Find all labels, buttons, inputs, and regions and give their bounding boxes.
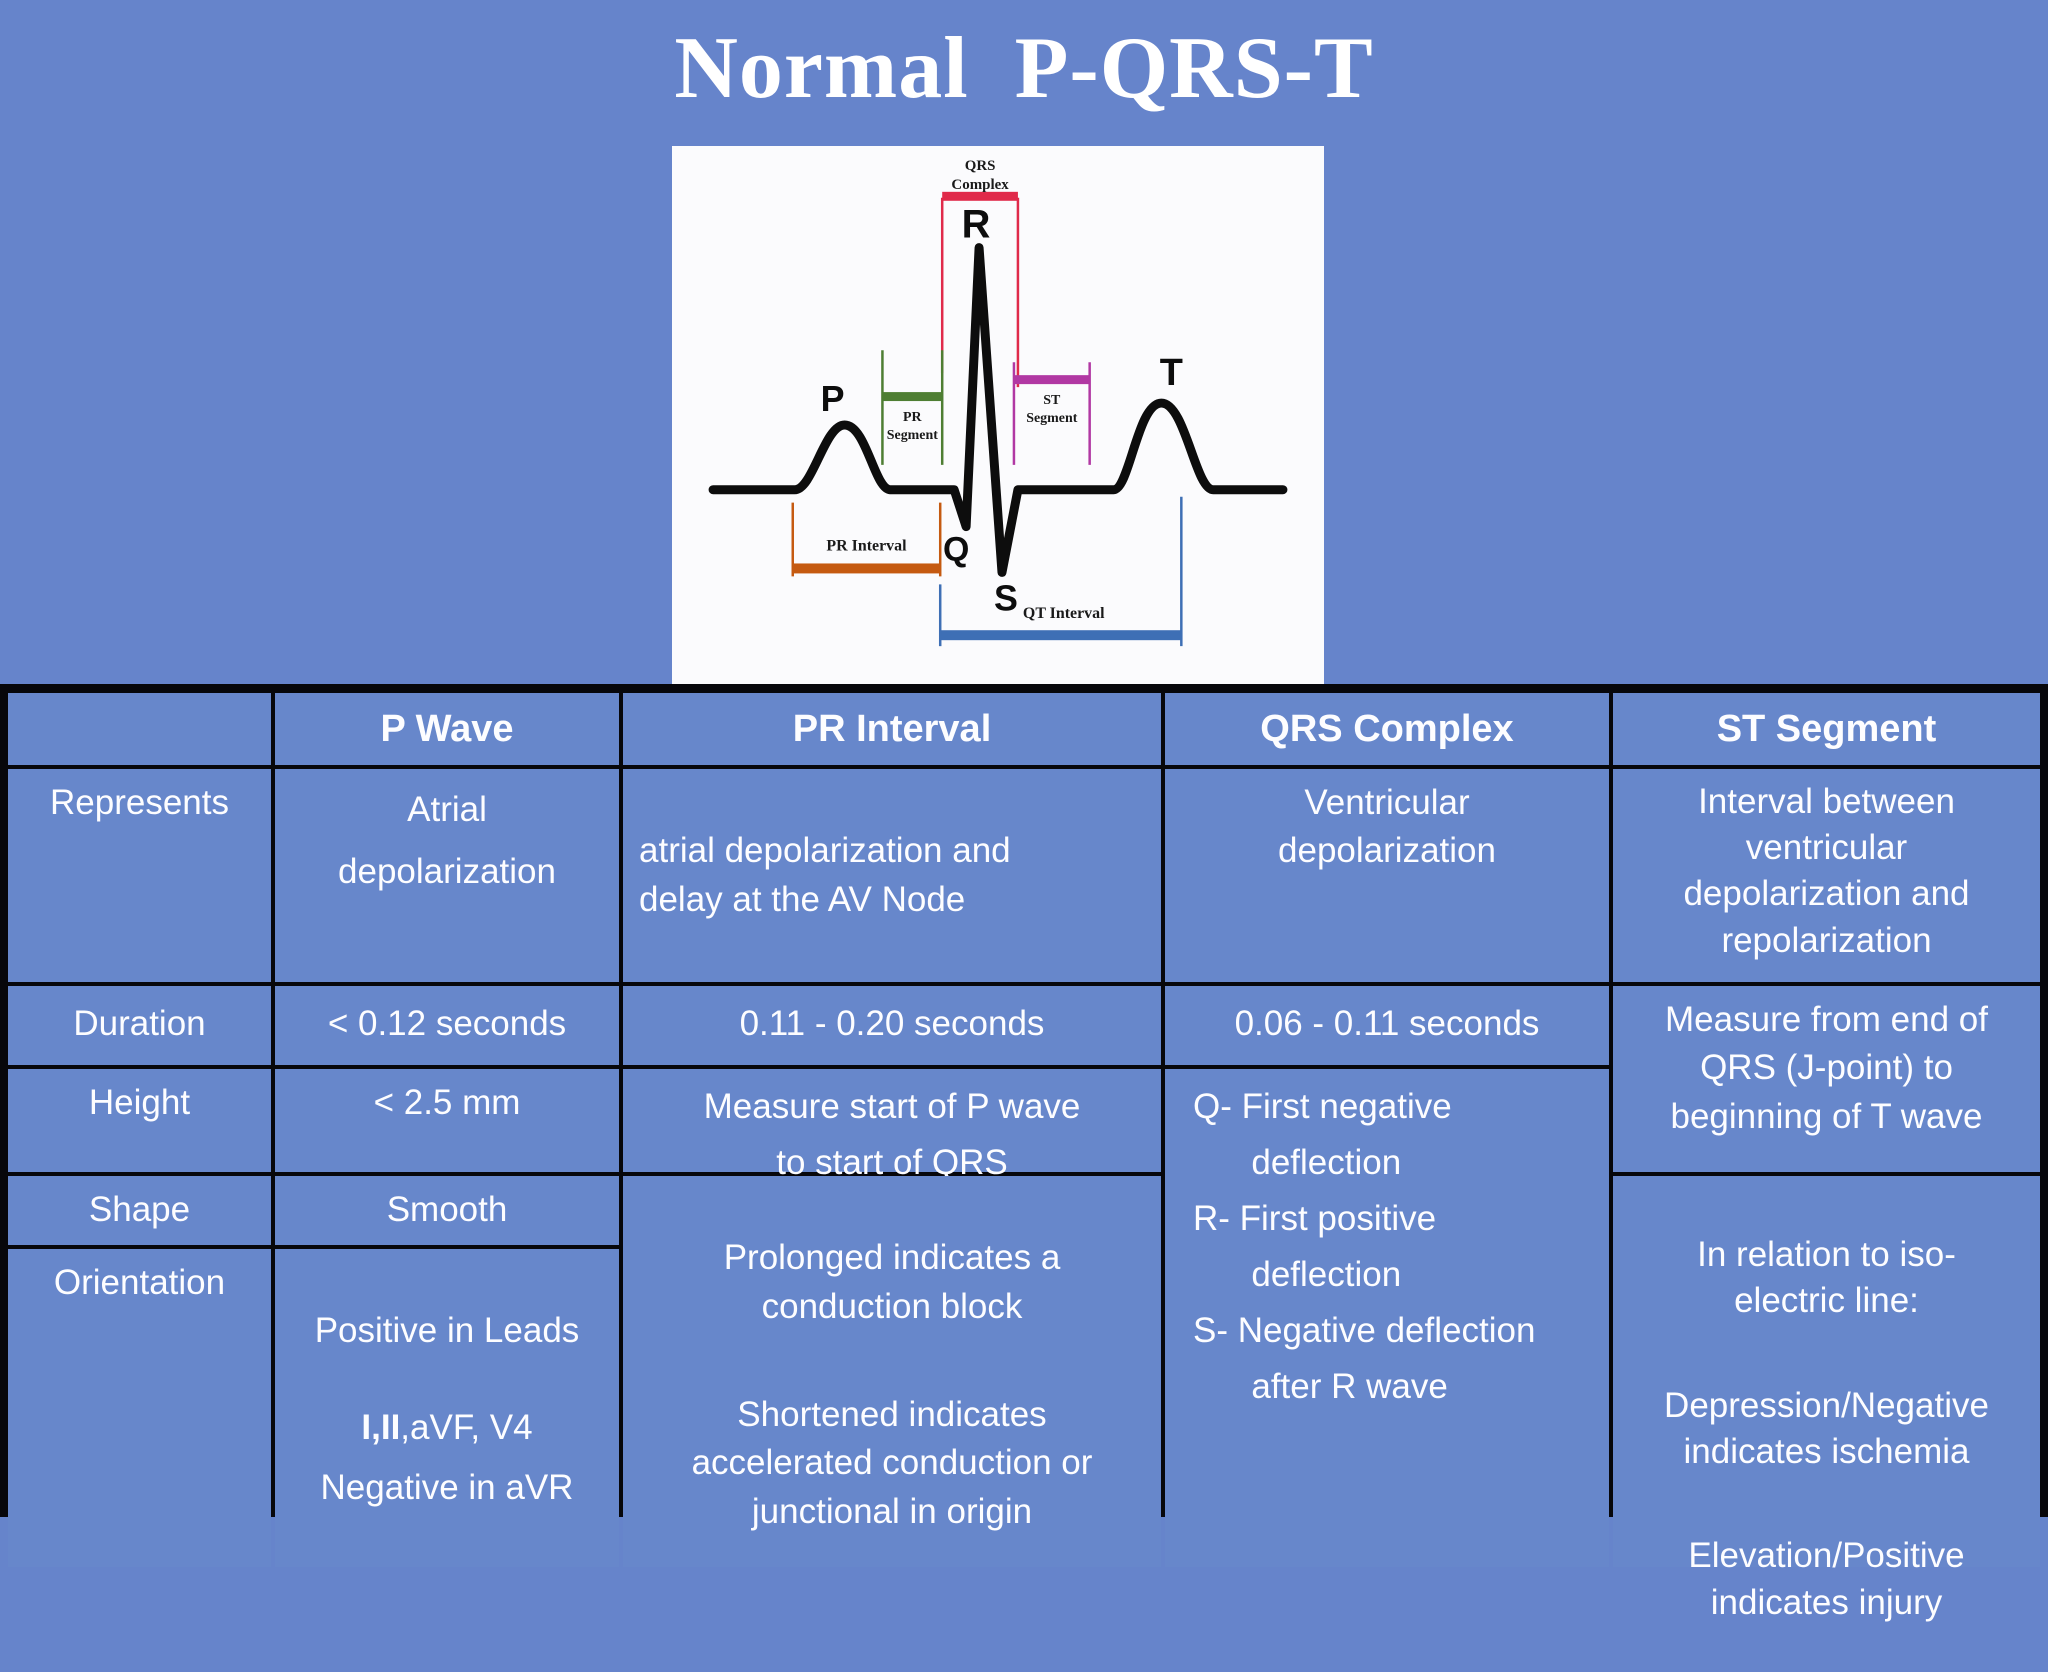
cell-qrs-represents: Ventricular depolarization (1165, 769, 1609, 982)
st-segment-bar (1013, 375, 1090, 385)
row-label-represents: Represents (8, 769, 271, 982)
pr-segment-label: PR (903, 410, 923, 425)
header-blank (8, 693, 271, 765)
qrs-complex-label: QRS (965, 158, 996, 174)
qt-interval-label: QT Interval (1023, 605, 1105, 622)
cell-p-shape: Smooth (275, 1176, 619, 1245)
header-st-segment: ST Segment (1613, 693, 2040, 765)
cell-p-orientation-leads: I,II,aVF, V4 (361, 1408, 532, 1447)
slide-background: Normal P-QRS-T QRS Complex PR Segment ST… (0, 20, 2048, 1622)
pr-segment-bar (882, 392, 943, 402)
header-qrs-complex: QRS Complex (1165, 693, 1609, 765)
cell-qrs-deflections: Q- First negative deflection R- First po… (1165, 1069, 1609, 1567)
t-wave-label: T (1160, 352, 1183, 394)
pr-interval-label: PR Interval (826, 538, 907, 555)
qrs-bracket-bar (942, 191, 1018, 201)
cell-p-orientation-leads-bold: I,II (361, 1407, 401, 1447)
page-title: Normal P-QRS-T (674, 20, 1374, 117)
cell-st-iso: In relation to iso- electric line: (1697, 1235, 1956, 1321)
row-label-height: Height (8, 1069, 271, 1172)
qt-interval-bar (940, 630, 1182, 641)
row-label-orientation: Orientation (8, 1249, 271, 1567)
qrs-complex-label-2: Complex (951, 177, 1009, 193)
s-wave-label: S (994, 578, 1018, 618)
st-segment-label: ST (1043, 393, 1061, 408)
cell-pr-shortened: Shortened indicates accelerated conducti… (691, 1395, 1093, 1531)
cell-st-elevation: Elevation/Positive indicates injury (1688, 1536, 1965, 1622)
cell-st-isoelectric: In relation to iso- electric line: Depre… (1613, 1176, 2040, 1622)
row-label-shape: Shape (8, 1176, 271, 1245)
ecg-diagram: QRS Complex PR Segment ST Segment PR Int… (708, 158, 1288, 647)
ecg-figure: QRS Complex PR Segment ST Segment PR Int… (672, 146, 1324, 688)
cell-pr-prolonged: Prolonged indicates a conduction block (723, 1238, 1061, 1326)
cell-p-orientation-line1: Positive in Leads (314, 1311, 580, 1351)
pqrst-table: P Wave PR Interval QRS Complex ST Segmen… (0, 684, 2048, 1622)
cell-st-measure: Measure from end of QRS (J-point) to beg… (1613, 986, 2040, 1172)
cell-st-represents: Interval between ventricular depolarizat… (1613, 769, 2040, 982)
cell-pr-represents: atrial depolarization and delay at the A… (623, 769, 1161, 1027)
cell-p-duration: < 0.12 seconds (275, 986, 619, 1065)
header-pr-interval: PR Interval (623, 693, 1161, 765)
q-wave-label: Q (943, 530, 969, 568)
header-p-wave: P Wave (275, 693, 619, 765)
st-segment-label-2: Segment (1026, 411, 1077, 426)
cell-pr-prolonged-shortened: Prolonged indicates a conduction block S… (623, 1176, 1161, 1567)
r-wave-label: R (962, 203, 991, 247)
pr-interval-bar (792, 563, 941, 574)
cell-p-height: < 2.5 mm (275, 1069, 619, 1172)
cell-qrs-duration: 0.06 - 0.11 seconds (1165, 986, 1609, 1065)
row-label-duration: Duration (8, 986, 271, 1065)
cell-p-orientation-line2: Negative in aVR (320, 1468, 574, 1508)
pr-segment-label-2: Segment (887, 428, 938, 443)
cell-pr-height: Measure start of P wave to start of QRS (623, 1069, 1161, 1182)
p-wave-label: P (821, 379, 845, 419)
cell-p-orientation-leads-rest: ,aVF, V4 (400, 1407, 533, 1447)
cell-pr-represents-text: atrial depolarization and delay at the A… (639, 831, 1011, 919)
cell-st-depression: Depression/Negative indicates ischemia (1664, 1385, 1989, 1471)
ecg-trace (708, 243, 1288, 577)
cell-pr-duration: 0.11 - 0.20 seconds (623, 986, 1161, 1065)
cell-p-represents: Atrial depolarization (275, 769, 619, 982)
cell-p-orientation: Positive in Leads I,II,aVF, V4 Negative … (275, 1249, 619, 1567)
